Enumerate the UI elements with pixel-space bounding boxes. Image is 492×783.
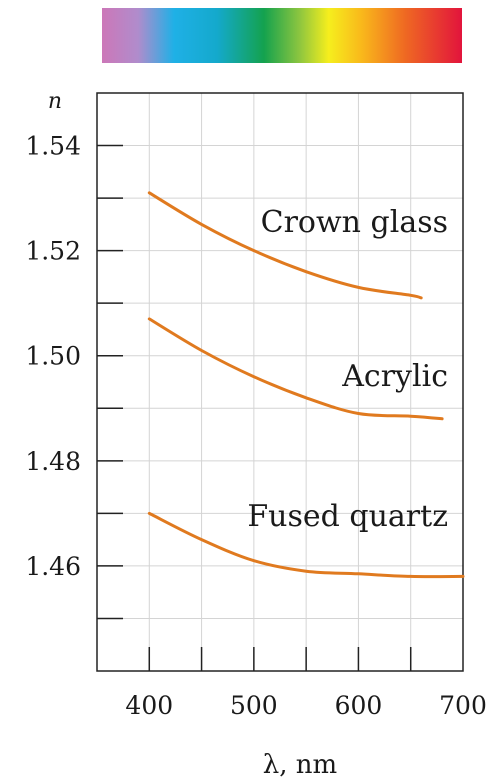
x-tick-label: 700 xyxy=(439,691,487,720)
series-label-acrylic: Acrylic xyxy=(341,359,448,394)
x-tick-label: 500 xyxy=(230,691,278,720)
spectrum-bar xyxy=(102,8,462,63)
series-curves xyxy=(147,191,465,579)
x-axis-label: λ, nm xyxy=(263,750,337,780)
series-line-fused-quartz xyxy=(147,511,465,579)
x-tick-label: 400 xyxy=(125,691,173,720)
y-tick-label: 1.52 xyxy=(25,237,81,266)
y-tick-label: 1.50 xyxy=(25,342,81,371)
series-label-fused-quartz: Fused quartz xyxy=(247,499,448,534)
tick-labels: 1.46 1.48 1.50 1.52 1.54 400 500 600 700 xyxy=(25,132,487,720)
axis-ticks xyxy=(97,144,412,671)
y-tick-label: 1.48 xyxy=(25,447,81,476)
y-tick-label: 1.54 xyxy=(25,132,81,161)
series-label-crown-glass: Crown glass xyxy=(261,205,448,240)
series-line-acrylic xyxy=(147,317,444,421)
y-tick-label: 1.46 xyxy=(25,552,81,581)
plot-frame xyxy=(96,92,464,672)
x-tick-label: 600 xyxy=(335,691,383,720)
series-line-crown-glass xyxy=(147,191,423,300)
grid xyxy=(97,93,463,671)
y-axis-label: n xyxy=(48,89,62,114)
